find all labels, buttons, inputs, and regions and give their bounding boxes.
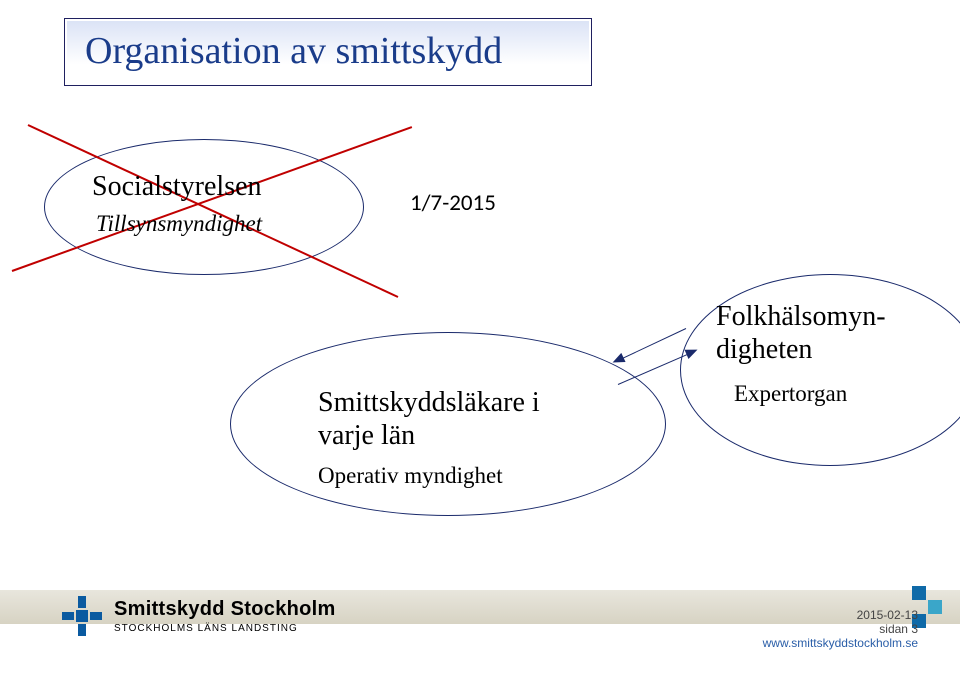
logo-icon bbox=[60, 594, 104, 638]
slide-title-inner: Organisation av smittskydd bbox=[67, 21, 589, 83]
logo-subtitle: STOCKHOLMS LÄNS LANDSTING bbox=[114, 623, 336, 634]
diagram-label: Tillsynsmyndighet bbox=[96, 210, 262, 237]
diagram-label: Operativ myndighet bbox=[318, 462, 503, 489]
diagram-label: Folkhälsomyn- digheten bbox=[716, 300, 886, 366]
slide-title: Organisation av smittskydd bbox=[85, 30, 502, 72]
accent-square bbox=[912, 586, 926, 600]
diagram-label: Expertorgan bbox=[734, 380, 847, 407]
diagram-label: Smittskyddsläkare i varje län bbox=[318, 386, 540, 452]
footer-url: www.smittskyddstockholm.se bbox=[763, 636, 918, 650]
footer-page: sidan 3 bbox=[763, 622, 918, 636]
diagram-label: Socialstyrelsen bbox=[92, 170, 262, 203]
slide-title-box: Organisation av smittskydd bbox=[64, 18, 592, 86]
footer-date: 2015-02-13 bbox=[763, 608, 918, 622]
logo-brand: Smittskydd Stockholm bbox=[114, 598, 336, 621]
footer-logo: Smittskydd Stockholm STOCKHOLMS LÄNS LAN… bbox=[60, 594, 336, 638]
arrow-line bbox=[618, 328, 686, 361]
diagram-label: 1/7-2015 bbox=[410, 190, 496, 217]
accent-square bbox=[928, 600, 942, 614]
footer-meta: 2015-02-13 sidan 3 www.smittskyddstockho… bbox=[763, 608, 918, 650]
arrowhead-icon bbox=[610, 353, 625, 367]
